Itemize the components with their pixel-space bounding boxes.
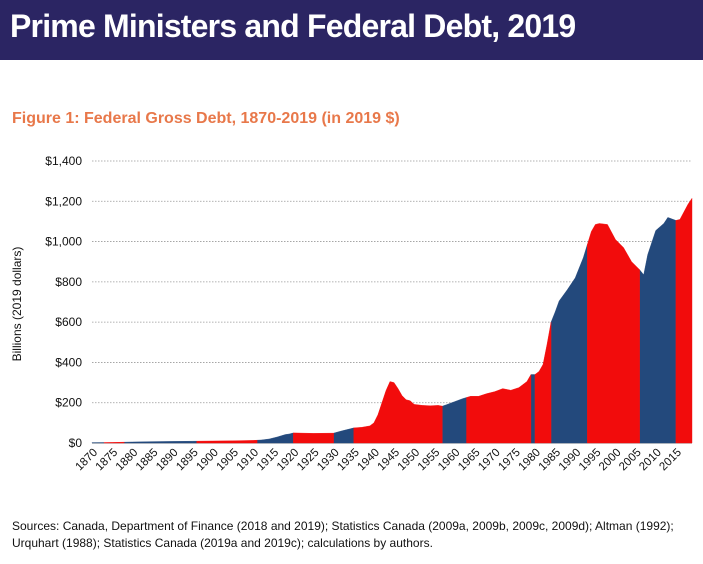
blue-period-area xyxy=(550,244,588,444)
blue-period-area xyxy=(256,432,294,444)
x-tick-label: 1965 xyxy=(456,447,483,474)
y-tick-label: $1,200 xyxy=(45,194,82,208)
x-tick-label: 1880 xyxy=(114,447,141,474)
y-axis-label: Billions (2019 dollars) xyxy=(10,247,24,362)
page-title: Prime Ministers and Federal Debt, 2019 xyxy=(10,8,576,44)
y-tick-label: $1,000 xyxy=(45,235,82,249)
x-tick-label: 1870 xyxy=(74,447,101,474)
x-tick-label: 2005 xyxy=(617,447,644,474)
x-tick-label: 1875 xyxy=(94,447,121,474)
blue-period-area xyxy=(333,427,354,444)
blue-period-area xyxy=(91,442,105,444)
x-tick-label: 1910 xyxy=(235,447,262,474)
x-tick-label: 2015 xyxy=(657,447,684,474)
blue-period-area xyxy=(442,397,467,444)
x-tick-label: 1885 xyxy=(134,447,161,474)
x-tick-label: 1950 xyxy=(396,447,423,474)
x-tick-label: 2000 xyxy=(597,447,624,474)
x-tick-label: 1905 xyxy=(214,447,241,474)
red-period-area xyxy=(587,223,640,444)
x-tick-label: 1900 xyxy=(194,447,221,474)
x-tick-label: 1955 xyxy=(416,447,443,474)
x-tick-label: 1890 xyxy=(154,447,181,474)
x-tick-label: 1990 xyxy=(557,447,584,474)
x-tick-label: 2010 xyxy=(637,447,664,474)
red-period-area xyxy=(103,441,125,444)
sources-note: Sources: Canada, Department of Finance (… xyxy=(12,519,674,550)
red-period-area xyxy=(466,373,532,444)
y-tick-label: $1,400 xyxy=(45,154,82,168)
red-period-area xyxy=(353,381,443,444)
debt-area-chart: $0 $200 $400 $600 $800 $1,000 $1,200 $1,400 187… xyxy=(10,154,693,474)
blue-period-area xyxy=(639,217,677,444)
x-tick-label: 1945 xyxy=(376,447,403,474)
y-tick-label: $0 xyxy=(69,436,83,450)
x-tick-label: 1895 xyxy=(174,447,201,474)
blue-period-area xyxy=(530,374,536,444)
red-period-area xyxy=(534,322,552,444)
y-tick-label: $200 xyxy=(55,396,82,410)
y-tick-label: $400 xyxy=(55,355,82,369)
red-period-area xyxy=(196,439,258,444)
x-tick-label: 1985 xyxy=(537,447,564,474)
y-axis-ticks: $0 $200 $400 $600 $800 $1,000 $1,200 $1,400 xyxy=(45,154,82,450)
x-tick-label: 1980 xyxy=(516,447,543,474)
x-tick-label: 1935 xyxy=(335,447,362,474)
x-tick-label: 1975 xyxy=(496,447,523,474)
x-tick-label: 1995 xyxy=(577,447,604,474)
area-series xyxy=(91,197,693,444)
x-tick-label: 1925 xyxy=(295,447,322,474)
x-tick-label: 1930 xyxy=(315,447,342,474)
x-tick-label: 1915 xyxy=(255,447,282,474)
red-period-area xyxy=(675,197,693,444)
x-tick-label: 1970 xyxy=(476,447,503,474)
x-axis-ticks: 1870187518801885189018951900190519101915… xyxy=(74,447,684,474)
red-period-area xyxy=(293,432,334,444)
y-tick-label: $800 xyxy=(55,275,82,289)
header-banner: Prime Ministers and Federal Debt, 2019 xyxy=(0,0,703,60)
x-tick-label: 1960 xyxy=(436,447,463,474)
y-tick-label: $600 xyxy=(55,315,82,329)
x-tick-label: 1920 xyxy=(275,447,302,474)
figure-title: Figure 1: Federal Gross Debt, 1870-2019 … xyxy=(12,110,400,127)
x-tick-label: 1940 xyxy=(355,447,382,474)
blue-period-area xyxy=(124,440,197,444)
